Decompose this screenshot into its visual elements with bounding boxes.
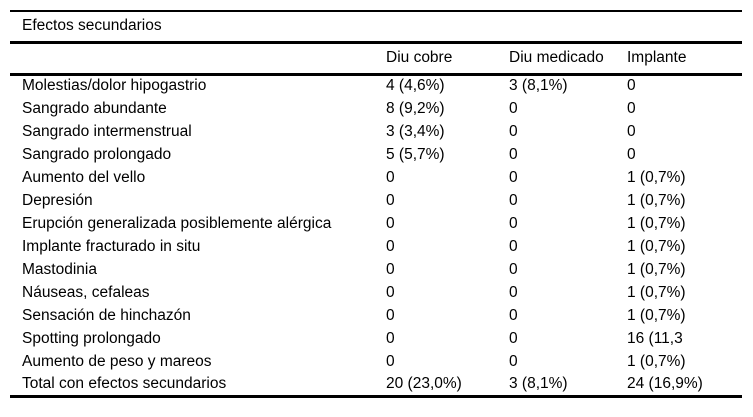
value-cell: 20 (23,0%) bbox=[386, 374, 462, 392]
value-cell: 0 bbox=[386, 352, 395, 370]
value-cell: 5 (5,7%) bbox=[386, 145, 445, 163]
value-cell: 24 (16,9%) bbox=[627, 374, 703, 392]
value-cell: 0 bbox=[509, 260, 518, 278]
table-body: Molestias/dolor hipogastrio 4 (4,6%) 3 (8,… bbox=[10, 74, 742, 396]
value-cell: 0 bbox=[627, 99, 636, 117]
row-label: Total con efectos secundarios bbox=[22, 374, 227, 392]
table-row: Sangrado prolongado 5 (5,7%) 0 0 bbox=[10, 143, 742, 166]
value-cell: 0 bbox=[509, 168, 518, 186]
value-cell: 0 bbox=[509, 122, 518, 140]
value-cell: 0 bbox=[509, 145, 518, 163]
value-cell: 16 (11,3 bbox=[627, 329, 683, 347]
table-row: Molestias/dolor hipogastrio 4 (4,6%) 3 (8,… bbox=[10, 74, 742, 97]
table-title-row: Efectos secundarios bbox=[10, 11, 743, 44]
value-cell: 3 (8,1%) bbox=[509, 374, 568, 392]
table-row: Implante fracturado in situ 0 0 1 (0,7%) bbox=[10, 235, 742, 258]
value-cell: 0 bbox=[627, 122, 636, 140]
value-cell: 0 bbox=[509, 237, 518, 255]
value-cell: 1 (0,7%) bbox=[627, 168, 686, 186]
table-row: Spotting prolongado 0 0 16 (11,3 bbox=[10, 327, 742, 350]
table-row: Sangrado intermenstrual 3 (3,4%) 0 0 bbox=[10, 120, 742, 143]
row-label: Náuseas, cefaleas bbox=[22, 283, 150, 301]
value-cell: 1 (0,7%) bbox=[627, 352, 686, 370]
value-cell: 0 bbox=[386, 260, 395, 278]
row-label: Erupción generalizada posiblemente alérg… bbox=[22, 214, 332, 232]
effects-table-container: Efectos secundarios Diu cobre Diu medica… bbox=[10, 10, 743, 398]
table-header-row: Diu cobre Diu medicado Implante bbox=[10, 42, 743, 76]
value-cell: 0 bbox=[509, 352, 518, 370]
column-header-diu-cobre: Diu cobre bbox=[386, 42, 509, 76]
table-row: Depresión 0 0 1 (0,7%) bbox=[10, 189, 742, 212]
value-cell: 0 bbox=[509, 191, 518, 209]
table-row: Aumento de peso y mareos 0 0 1 (0,7%) bbox=[10, 350, 742, 373]
value-cell: 0 bbox=[509, 214, 518, 232]
value-cell: 1 (0,7%) bbox=[627, 283, 686, 301]
row-label: Sangrado intermenstrual bbox=[22, 122, 192, 140]
table-row: Sangrado abundante 8 (9,2%) 0 0 bbox=[10, 97, 742, 120]
row-label: Depresión bbox=[22, 191, 93, 209]
table-title: Efectos secundarios bbox=[10, 11, 743, 44]
value-cell: 1 (0,7%) bbox=[627, 191, 686, 209]
value-cell: 0 bbox=[386, 168, 395, 186]
row-label: Spotting prolongado bbox=[22, 329, 161, 347]
value-cell: 0 bbox=[386, 306, 395, 324]
row-label: Mastodinia bbox=[22, 260, 97, 278]
value-cell: 4 (4,6%) bbox=[386, 77, 445, 95]
value-cell: 0 bbox=[509, 283, 518, 301]
row-label: Sensación de hinchazón bbox=[22, 306, 191, 324]
table-row: Mastodinia 0 0 1 (0,7%) bbox=[10, 258, 742, 281]
table-row: Total con efectos secundarios 20 (23,0%) 3… bbox=[10, 373, 742, 396]
row-label: Sangrado abundante bbox=[22, 99, 167, 117]
value-cell: 1 (0,7%) bbox=[627, 260, 686, 278]
row-label: Aumento de peso y mareos bbox=[22, 352, 212, 370]
table-row: Aumento del vello 0 0 1 (0,7%) bbox=[10, 166, 742, 189]
value-cell: 0 bbox=[386, 191, 395, 209]
value-cell: 0 bbox=[627, 145, 636, 163]
column-header-diu-medicado: Diu medicado bbox=[509, 42, 627, 76]
efectos-secundarios-table: Efectos secundarios Diu cobre Diu medica… bbox=[10, 10, 743, 398]
column-header-empty bbox=[10, 42, 386, 76]
table-row: Náuseas, cefaleas 0 0 1 (0,7%) bbox=[10, 281, 742, 304]
value-cell: 0 bbox=[386, 329, 395, 347]
table-row: Erupción generalizada posiblemente alérg… bbox=[10, 212, 742, 235]
value-cell: 0 bbox=[627, 77, 636, 95]
row-label: Aumento del vello bbox=[22, 168, 146, 186]
column-header-implante: Implante bbox=[627, 42, 743, 76]
value-cell: 0 bbox=[386, 237, 395, 255]
value-cell: 0 bbox=[509, 99, 518, 117]
row-label: Sangrado prolongado bbox=[22, 145, 172, 163]
row-label: Molestias/dolor hipogastrio bbox=[22, 77, 207, 95]
row-label: Implante fracturado in situ bbox=[22, 237, 201, 255]
value-cell: 1 (0,7%) bbox=[627, 306, 686, 324]
value-cell: 0 bbox=[386, 214, 395, 232]
value-cell: 0 bbox=[509, 329, 518, 347]
table-row: Sensación de hinchazón 0 0 1 (0,7%) bbox=[10, 304, 742, 327]
value-cell: 3 (3,4%) bbox=[386, 122, 445, 140]
value-cell: 0 bbox=[509, 306, 518, 324]
value-cell: 1 (0,7%) bbox=[627, 214, 686, 232]
value-cell: 3 (8,1%) bbox=[509, 77, 568, 95]
value-cell: 1 (0,7%) bbox=[627, 237, 686, 255]
value-cell: 0 bbox=[386, 283, 395, 301]
value-cell: 8 (9,2%) bbox=[386, 99, 445, 117]
